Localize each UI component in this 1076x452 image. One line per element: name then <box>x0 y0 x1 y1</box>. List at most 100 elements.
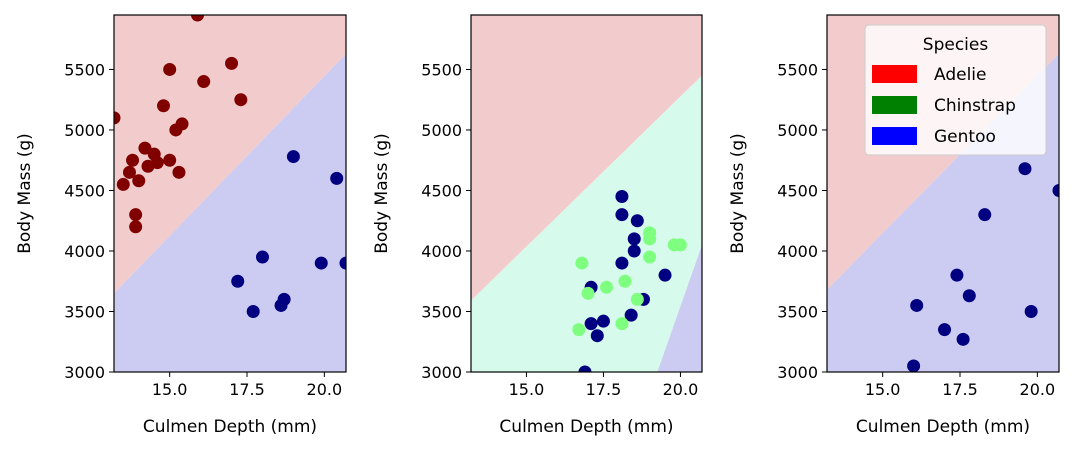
x-tick-label: 17.5 <box>942 380 978 399</box>
point-gentoo <box>578 365 592 372</box>
point-adelie <box>116 177 130 191</box>
point-adelie <box>129 220 143 234</box>
point-adelie <box>132 174 146 188</box>
point-adelie <box>122 165 136 179</box>
point-adelie <box>114 111 121 125</box>
x-axis-label: Culmen Depth (mm) <box>499 417 673 437</box>
y-tick-label: 5000 <box>777 121 818 140</box>
y-tick-label: 4500 <box>64 181 105 200</box>
x-tick-label: 20.0 <box>1020 380 1056 399</box>
point-chinstrap <box>643 250 657 264</box>
point-gentoo <box>246 304 260 318</box>
y-tick-label: 4000 <box>64 242 105 261</box>
point-gentoo <box>962 289 976 303</box>
point-chinstrap <box>572 323 586 337</box>
point-gentoo <box>624 308 638 322</box>
point-chinstrap <box>673 238 687 252</box>
point-adelie <box>126 153 140 167</box>
point-gentoo <box>277 292 291 306</box>
point-chinstrap <box>581 286 595 300</box>
y-tick-label: 4500 <box>421 181 462 200</box>
panel-2: 15.0 17.5 20.0 3000 3500 4000 4500 5000 5500 Culm… <box>372 14 703 437</box>
x-tick-label: 15.0 <box>865 380 901 399</box>
region-gentoo <box>114 53 346 372</box>
x-axis-label: Culmen Depth (mm) <box>143 417 317 437</box>
legend-swatch-chinstrap <box>872 96 917 114</box>
y-tick-label: 5500 <box>64 60 105 79</box>
point-gentoo <box>950 268 964 282</box>
point-adelie <box>191 15 205 22</box>
point-adelie <box>163 153 177 167</box>
legend-title: Species <box>923 35 989 55</box>
y-tick-label: 5000 <box>421 121 462 140</box>
y-tick-label: 3000 <box>64 363 105 382</box>
point-gentoo <box>255 250 269 264</box>
point-gentoo <box>615 208 629 222</box>
point-adelie <box>150 156 164 170</box>
x-tick-label: 20.0 <box>663 380 699 399</box>
point-gentoo <box>1052 183 1059 197</box>
legend-swatch-adelie <box>872 65 917 83</box>
legend-box <box>864 24 1047 156</box>
point-adelie <box>129 208 143 222</box>
point-adelie <box>138 141 152 155</box>
y-tick-label: 3000 <box>777 363 818 382</box>
point-gentoo <box>978 208 992 222</box>
point-chinstrap <box>575 256 589 270</box>
data-points <box>907 162 1059 372</box>
point-gentoo <box>627 232 641 246</box>
point-gentoo <box>596 314 610 328</box>
decision-regions <box>114 15 346 372</box>
y-tick-label: 5500 <box>421 60 462 79</box>
region-gentoo <box>657 244 702 372</box>
y-axis-label: Body Mass (g) <box>728 133 748 254</box>
point-adelie <box>234 93 248 107</box>
point-chinstrap <box>600 280 614 294</box>
plot-frame <box>113 14 347 373</box>
point-chinstrap <box>615 317 629 331</box>
legend-label-chinstrap: Chinstrap <box>934 96 1016 116</box>
y-tick-label: 5500 <box>777 60 818 79</box>
x-tick-label: 17.5 <box>586 380 622 399</box>
point-adelie <box>175 117 189 131</box>
point-gentoo <box>627 244 641 258</box>
point-gentoo <box>907 359 921 372</box>
decision-regions <box>471 15 702 372</box>
point-gentoo <box>658 268 672 282</box>
y-axis-label: Body Mass (g) <box>15 133 35 254</box>
region-adelie <box>114 15 346 294</box>
y-tick-label: 4000 <box>421 242 462 261</box>
y-tick-label: 3000 <box>421 363 462 382</box>
point-adelie <box>225 56 239 70</box>
legend-swatch-gentoo <box>872 127 917 145</box>
point-gentoo <box>956 332 970 346</box>
point-adelie <box>172 165 186 179</box>
point-gentoo <box>615 190 629 204</box>
point-chinstrap <box>630 292 644 306</box>
y-tick-label: 3500 <box>64 302 105 321</box>
legend-label-gentoo: Gentoo <box>934 127 996 147</box>
point-gentoo <box>910 298 924 312</box>
panel-1: 15.0 17.5 20.0 3000 3500 4000 4500 5000 5500 Culm… <box>15 14 347 437</box>
plot-frame <box>470 14 703 373</box>
point-adelie <box>163 62 177 76</box>
point-gentoo <box>938 323 952 337</box>
y-tick-label: 3500 <box>777 302 818 321</box>
point-gentoo <box>615 256 629 270</box>
point-adelie <box>156 99 170 113</box>
x-tick-label: 15.0 <box>509 380 545 399</box>
x-tick-label: 20.0 <box>307 380 343 399</box>
point-chinstrap <box>643 232 657 246</box>
point-adelie <box>197 75 211 89</box>
data-points <box>114 15 346 318</box>
x-tick-label: 17.5 <box>229 380 265 399</box>
point-chinstrap <box>618 274 632 288</box>
y-tick-label: 5000 <box>64 121 105 140</box>
x-tick-label: 15.0 <box>152 380 188 399</box>
y-tick-label: 3500 <box>421 302 462 321</box>
point-gentoo <box>330 171 344 185</box>
point-gentoo <box>339 256 346 270</box>
point-gentoo <box>286 150 300 164</box>
point-gentoo <box>314 256 328 270</box>
